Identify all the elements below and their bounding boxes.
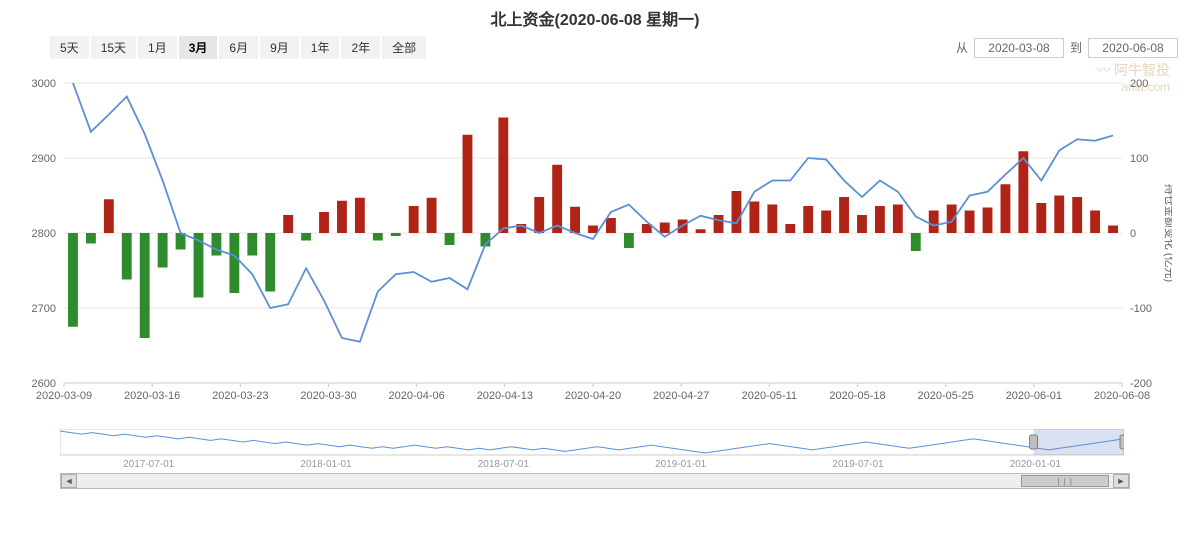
svg-text:2020-03-16: 2020-03-16	[124, 390, 180, 402]
svg-text:2020-06-01: 2020-06-01	[1006, 390, 1062, 402]
svg-text:2020-04-27: 2020-04-27	[653, 390, 709, 402]
svg-text:2020-05-18: 2020-05-18	[829, 390, 885, 402]
nav-scroll-left-arrow[interactable]: ◄	[61, 474, 77, 488]
svg-text:3000: 3000	[32, 78, 56, 90]
svg-text:2700: 2700	[32, 303, 56, 315]
range-btn-3月[interactable]: 3月	[179, 36, 218, 59]
main-chart: 2600 2700 2800 2900 3000 -200 -100 0 100 200 持仓金额变…	[12, 73, 1178, 423]
svg-text:2020-01-01: 2020-01-01	[1010, 459, 1062, 470]
svg-text:2018-07-01: 2018-07-01	[478, 459, 530, 470]
svg-text:2020-04-20: 2020-04-20	[565, 390, 621, 402]
svg-text:2017-07-01: 2017-07-01	[123, 459, 175, 470]
date-to-input[interactable]: 2020-06-08	[1088, 38, 1178, 58]
range-btn-1月[interactable]: 1月	[138, 36, 177, 59]
svg-text:2018-01-01: 2018-01-01	[300, 459, 352, 470]
svg-text:2800: 2800	[32, 228, 56, 240]
range-btn-2年[interactable]: 2年	[341, 36, 380, 59]
range-btn-5天[interactable]: 5天	[50, 36, 89, 59]
chart-title: 北上资金(2020-06-08 星期一)	[0, 0, 1190, 30]
svg-text:2020-03-23: 2020-03-23	[212, 390, 268, 402]
svg-text:100: 100	[1130, 153, 1148, 165]
range-btn-全部[interactable]: 全部	[382, 36, 426, 59]
controls-row: 5天15天1月3月6月9月1年2年全部 从 2020-03-08 到 2020-…	[0, 30, 1190, 63]
svg-text:2019-07-01: 2019-07-01	[832, 459, 884, 470]
nav-scroll-thumb[interactable]: | | |	[1021, 475, 1109, 487]
main-chart-svg: 2600 2700 2800 2900 3000 -200 -100 0 100 200 持仓金额变…	[12, 73, 1172, 423]
navigator[interactable]: 2017-07-01 2018-01-01 2018-07-01 2019-01-01…	[60, 429, 1130, 471]
svg-text:-100: -100	[1130, 303, 1152, 315]
svg-text:2019-01-01: 2019-01-01	[655, 459, 707, 470]
navigator-scrollbar[interactable]: ◄ | | | ►	[60, 473, 1130, 489]
range-btn-15天[interactable]: 15天	[91, 36, 136, 59]
svg-text:2020-05-25: 2020-05-25	[918, 390, 974, 402]
date-range-picker: 从 2020-03-08 到 2020-06-08	[956, 38, 1178, 58]
svg-text:2020-05-11: 2020-05-11	[742, 390, 797, 402]
range-btn-9月[interactable]: 9月	[260, 36, 299, 59]
svg-text:2020-04-13: 2020-04-13	[477, 390, 533, 402]
to-label: 到	[1070, 39, 1082, 56]
svg-text:200: 200	[1130, 78, 1148, 90]
svg-text:0: 0	[1130, 228, 1136, 240]
range-btn-6月[interactable]: 6月	[219, 36, 258, 59]
nav-scroll-right-arrow[interactable]: ►	[1113, 474, 1129, 488]
svg-text:2020-03-09: 2020-03-09	[36, 390, 92, 402]
svg-text:2020-06-08: 2020-06-08	[1094, 390, 1150, 402]
range-buttons: 5天15天1月3月6月9月1年2年全部	[50, 36, 426, 59]
svg-text:-200: -200	[1130, 378, 1152, 390]
range-btn-1年[interactable]: 1年	[301, 36, 340, 59]
navigator-svg[interactable]: 2017-07-01 2018-01-01 2018-07-01 2019-01-01…	[60, 429, 1124, 471]
svg-text:2600: 2600	[32, 378, 56, 390]
from-label: 从	[956, 39, 968, 56]
svg-text:2900: 2900	[32, 153, 56, 165]
svg-text:2020-03-30: 2020-03-30	[300, 390, 356, 402]
date-from-input[interactable]: 2020-03-08	[974, 38, 1064, 58]
svg-text:持仓金额变化 (亿元): 持仓金额变化 (亿元)	[1163, 184, 1172, 282]
svg-text:2020-04-06: 2020-04-06	[389, 390, 445, 402]
